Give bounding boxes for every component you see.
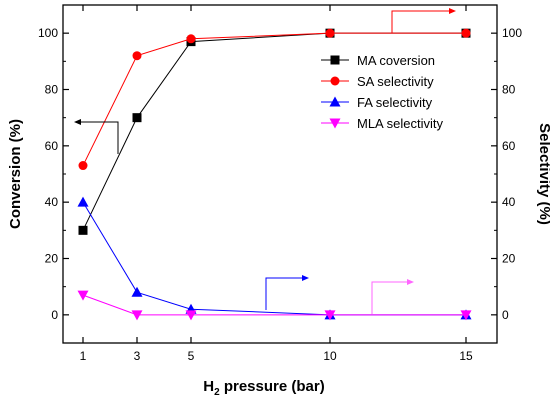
data-point-0 [78, 225, 88, 235]
data-point-3 [77, 290, 89, 301]
data-point-3 [460, 310, 472, 321]
y-axis-right-title: Selectivity (%) [536, 123, 550, 225]
x-axis-title: H2 pressure (bar) [203, 378, 324, 398]
y-tick-label-left: 0 [51, 308, 58, 322]
plot-layer: 0 0 20 20 40 40 60 60 80 80 100 100 1 3 5 10 15 MA covers… [38, 4, 522, 363]
arrow-left-axis-head [74, 119, 81, 125]
arrow-right-axis-blue [265, 277, 303, 310]
legend-label-0: MA coversion [357, 53, 435, 68]
data-point-2 [131, 286, 143, 297]
y-tick-label-right: 60 [502, 139, 516, 153]
legend-marker-1 [330, 76, 340, 86]
arrow-left-axis [78, 121, 119, 154]
arrow-right-axis-blue-head [302, 275, 309, 281]
x-tick-label: 10 [323, 349, 337, 363]
y-tick-label-right: 40 [502, 195, 516, 209]
legend-marker-0 [330, 55, 340, 65]
x-tick-label: 1 [80, 349, 87, 363]
data-point-3 [185, 310, 197, 321]
data-point-1 [461, 28, 471, 38]
legend-marker-2 [329, 96, 341, 107]
y-axis-left-title: Conversion (%) [7, 119, 24, 229]
y-tick-label-left: 40 [45, 195, 59, 209]
legend-marker-3 [329, 118, 341, 129]
x-axis-title-sub: 2 [214, 387, 220, 398]
x-axis-title-rest: pressure (bar) [220, 378, 325, 395]
x-tick-label: 3 [134, 349, 141, 363]
legend-label-2: FA selectivity [357, 95, 433, 110]
data-point-3 [324, 310, 336, 321]
y-tick-label-right: 100 [502, 26, 522, 40]
arrow-right-axis-magenta-head [407, 279, 414, 285]
series-line-2 [82, 201, 466, 316]
data-point-3 [131, 310, 143, 321]
arrow-right-axis-red-head [449, 8, 456, 14]
y-tick-label-left: 20 [45, 252, 59, 266]
y-tick-label-left: 100 [38, 26, 58, 40]
data-point-1 [78, 161, 88, 171]
arrow-right-axis-red [391, 10, 450, 33]
legend-label-1: SA selectivity [357, 74, 434, 89]
y-tick-label-left: 60 [45, 139, 59, 153]
y-tick-label-right: 80 [502, 83, 516, 97]
x-tick-label: 15 [459, 349, 473, 363]
y-tick-label-left: 80 [45, 83, 59, 97]
data-point-1 [132, 51, 142, 61]
y-tick-label-right: 0 [502, 308, 509, 322]
legend-label-3: MLA selectivity [357, 116, 443, 131]
data-point-1 [325, 28, 335, 38]
y-tick-label-right: 20 [502, 252, 516, 266]
data-point-0 [132, 113, 142, 123]
data-point-2 [77, 196, 89, 207]
x-axis-title-main: H [203, 378, 214, 395]
x-tick-label: 5 [188, 349, 195, 363]
data-point-1 [186, 34, 196, 44]
arrow-right-axis-magenta [371, 281, 408, 314]
